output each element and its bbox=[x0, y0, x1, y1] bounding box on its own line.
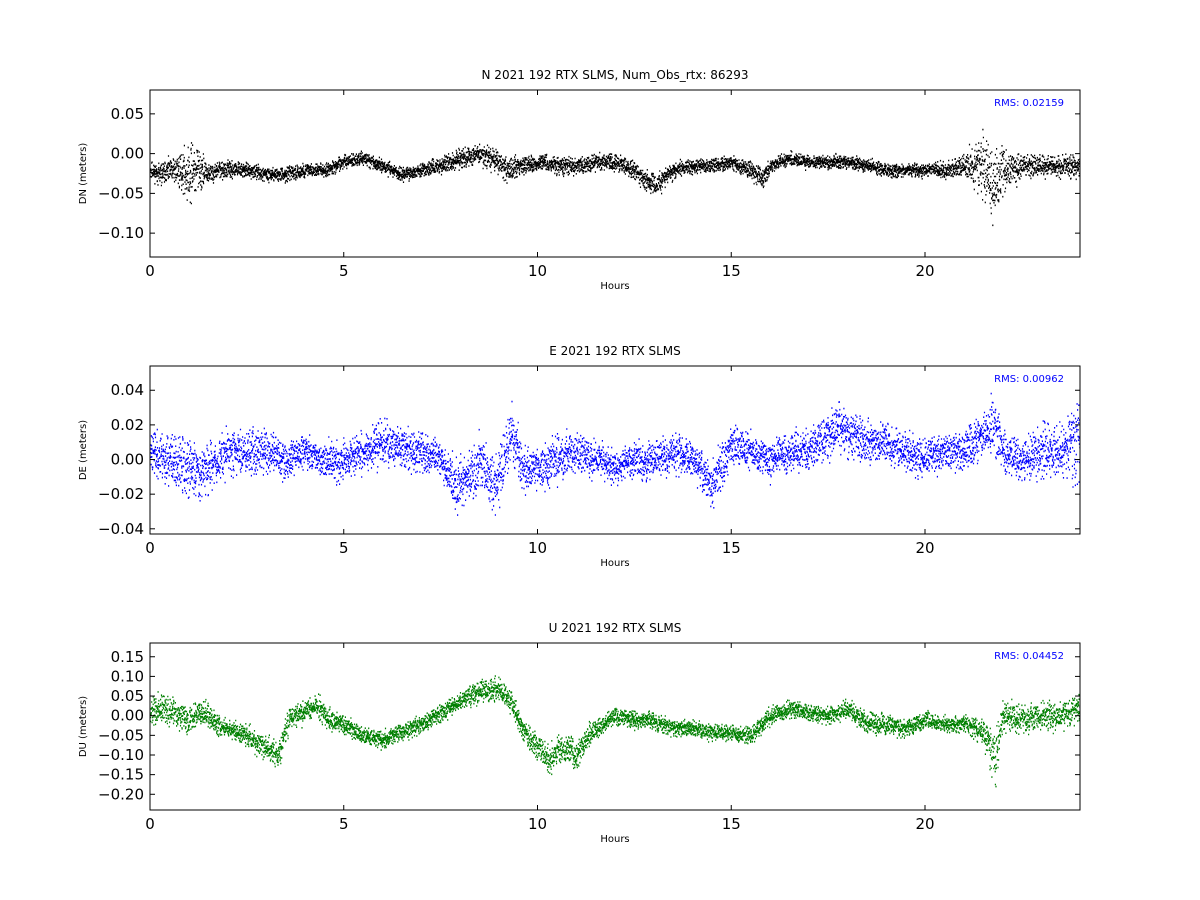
y-tick-label: 0.04 bbox=[111, 381, 144, 399]
x-tick-label: 0 bbox=[145, 815, 155, 833]
data-points-series bbox=[150, 392, 1080, 516]
x-tick-label: 20 bbox=[915, 815, 934, 833]
y-tick-label: 0.15 bbox=[111, 648, 144, 666]
y-axis-label: DN (meters) bbox=[78, 143, 89, 205]
y-tick-label: −0.04 bbox=[98, 520, 144, 538]
panel-0: 0 5 10 15 20 0.05 0.00 −0.05 −0.10 N 2021 192 RTX… bbox=[78, 68, 1081, 292]
y-tick-label: −0.10 bbox=[98, 746, 144, 764]
panel-1: 0 5 10 15 20 0.04 0.02 0.00 −0.02 −0.04 E 2021 192… bbox=[78, 344, 1081, 569]
chart-title: E 2021 192 RTX SLMS bbox=[549, 344, 681, 358]
x-tick-label: 15 bbox=[722, 539, 741, 557]
y-tick-label: −0.02 bbox=[98, 485, 144, 503]
x-tick-label: 5 bbox=[339, 539, 349, 557]
rms-annotation: RMS: 0.00962 bbox=[994, 374, 1064, 385]
y-tick-label: −0.05 bbox=[98, 726, 144, 744]
x-tick-label: 0 bbox=[145, 539, 155, 557]
y-tick-label: 0.05 bbox=[111, 687, 144, 705]
y-tick-label: −0.10 bbox=[98, 224, 144, 242]
x-tick-label: 15 bbox=[722, 815, 741, 833]
x-tick-label: 5 bbox=[339, 815, 349, 833]
x-axis-label: Hours bbox=[600, 281, 629, 292]
rms-annotation: RMS: 0.04452 bbox=[994, 651, 1064, 662]
x-tick-label: 10 bbox=[528, 539, 547, 557]
axes-frame bbox=[149, 89, 1081, 258]
x-tick-label: 20 bbox=[915, 539, 934, 557]
x-tick-label: 15 bbox=[722, 262, 741, 280]
y-tick-label: 0.10 bbox=[111, 667, 144, 685]
y-tick-label: 0.00 bbox=[111, 451, 144, 469]
y-tick-label: 0.05 bbox=[111, 105, 144, 123]
y-tick-label: 0.00 bbox=[111, 707, 144, 725]
chart-title: U 2021 192 RTX SLMS bbox=[549, 621, 682, 635]
data-points-series bbox=[150, 128, 1080, 227]
y-tick-label: −0.20 bbox=[98, 785, 144, 803]
axes-frame bbox=[149, 365, 1081, 535]
x-tick-label: 10 bbox=[528, 262, 547, 280]
axes-frame bbox=[149, 642, 1081, 811]
x-tick-label: 10 bbox=[528, 815, 547, 833]
y-axis-label: DE (meters) bbox=[78, 420, 89, 480]
y-axis-label: DU (meters) bbox=[78, 696, 89, 757]
x-tick-label: 0 bbox=[145, 262, 155, 280]
y-tick-label: 0.00 bbox=[111, 145, 144, 163]
chart-title: N 2021 192 RTX SLMS, Num_Obs_rtx: 86293 bbox=[482, 68, 749, 82]
data-points-series bbox=[150, 675, 1080, 788]
x-tick-label: 20 bbox=[915, 262, 934, 280]
y-tick-label: −0.05 bbox=[98, 184, 144, 202]
x-axis-label: Hours bbox=[600, 834, 629, 845]
y-tick-label: 0.02 bbox=[111, 416, 144, 434]
x-tick-label: 5 bbox=[339, 262, 349, 280]
rms-annotation: RMS: 0.02159 bbox=[994, 98, 1064, 109]
x-axis-label: Hours bbox=[600, 558, 629, 569]
panel-2: 0 5 10 15 20 0.150.10 0.05 0.00−0.05 −0.10 −0.15−… bbox=[78, 621, 1081, 845]
y-tick-label: −0.15 bbox=[98, 766, 144, 784]
